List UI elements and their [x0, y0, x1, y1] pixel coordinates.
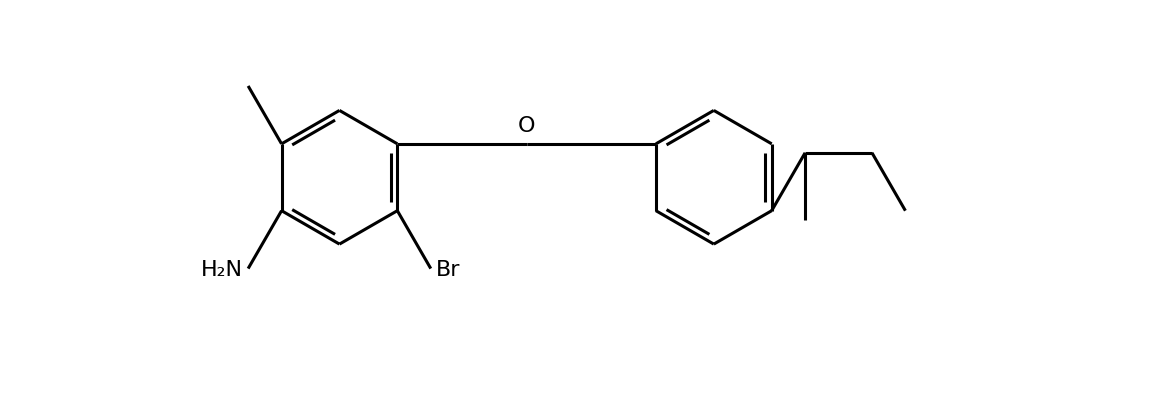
Text: O: O — [518, 116, 536, 136]
Text: Br: Br — [436, 259, 460, 279]
Text: H₂N: H₂N — [201, 259, 243, 279]
